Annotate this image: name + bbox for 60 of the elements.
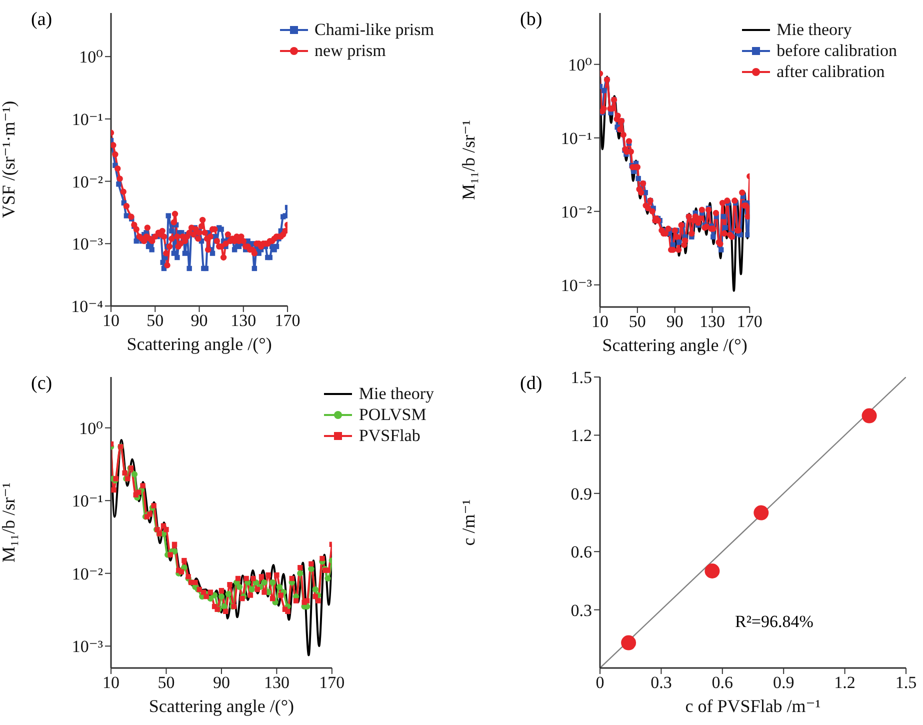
x-tick-label: 10 <box>102 673 120 692</box>
x-tick-label: 130 <box>230 311 256 330</box>
x-tick-label: 0.3 <box>650 673 672 692</box>
x-axis-title: Scattering angle /(°) <box>602 335 748 355</box>
y-tick-label: 10⁻¹ <box>72 110 103 129</box>
x-tick-label: 90 <box>212 673 230 692</box>
x-tick-label: 130 <box>699 312 725 332</box>
y-tick-label: 10⁻² <box>560 202 592 222</box>
x-tick-label: 1.5 <box>895 673 917 692</box>
y-tick-label: 10⁻³ <box>72 637 103 656</box>
x-tick-label: 10 <box>592 312 608 332</box>
y-axis-title: c /m⁻¹ <box>458 499 478 546</box>
y-axis-title: VSF /(sr⁻¹·m⁻¹) <box>0 100 18 218</box>
x-tick-label: 50 <box>158 673 175 692</box>
y-tick-label: 10⁻³ <box>72 234 103 254</box>
x-tick-label: 170 <box>319 673 345 692</box>
x-tick-label: 50 <box>628 312 646 332</box>
x-tick-label: 90 <box>190 311 208 330</box>
x-tick-label: 170 <box>736 312 762 332</box>
x-tick-label: 130 <box>264 673 290 692</box>
legend-label: Mie theory <box>358 383 434 404</box>
chart-title: (a) <box>31 9 52 31</box>
y-tick-label: 1.2 <box>570 426 592 446</box>
y-tick-label: 10⁰ <box>568 55 592 74</box>
y-tick-label: 0.9 <box>570 484 592 504</box>
y-tick-label: 10⁻³ <box>560 276 592 295</box>
x-tick-label: 0.6 <box>712 673 734 692</box>
legend-label: POLVSM <box>358 404 426 425</box>
x-axis-title: c of PVSFlab /m⁻¹ <box>685 696 821 716</box>
x-tick-label: 170 <box>274 311 300 330</box>
legend-label: Mie theory <box>776 19 852 40</box>
annotation: R²=96.84% <box>735 612 814 632</box>
y-tick-label: 10⁻¹ <box>72 492 103 511</box>
y-axis-title: M₁₁/b /sr⁻¹ <box>0 482 18 562</box>
legend-label: before calibration <box>776 40 897 61</box>
x-axis-title: Scattering angle /(°) <box>126 334 272 354</box>
y-tick-label: 10⁻¹ <box>560 128 592 148</box>
legend-label: new prism <box>314 40 386 61</box>
legend-label: PVSFlab <box>358 425 420 446</box>
y-tick-label: 0.6 <box>570 542 592 562</box>
x-tick-label: 0.9 <box>772 673 794 692</box>
x-tick-label: 50 <box>146 311 164 330</box>
legend-label: Chami-like prism <box>314 19 434 40</box>
y-tick-label: 0.3 <box>570 600 592 620</box>
x-tick-label: 0 <box>596 673 604 692</box>
x-tick-label: 1.2 <box>834 673 856 692</box>
y-tick-label: 10⁰ <box>79 418 104 438</box>
y-tick-label: 1.5 <box>570 368 592 388</box>
y-tick-label: 10⁻⁴ <box>71 297 104 316</box>
chart-title: (b) <box>520 9 542 31</box>
chart-title: (c) <box>31 373 52 395</box>
y-tick-label: 10⁻² <box>72 564 103 584</box>
x-axis-title: Scattering angle /(°) <box>148 696 294 716</box>
y-axis-title: M₁₁/b /sr⁻¹ <box>458 120 478 200</box>
legend-label: after calibration <box>776 61 885 82</box>
x-tick-label: 10 <box>102 311 120 330</box>
chart-title: (d) <box>520 373 542 395</box>
y-tick-label: 10⁰ <box>79 48 104 67</box>
y-tick-label: 10⁻² <box>72 172 103 192</box>
x-tick-label: 90 <box>666 312 684 332</box>
